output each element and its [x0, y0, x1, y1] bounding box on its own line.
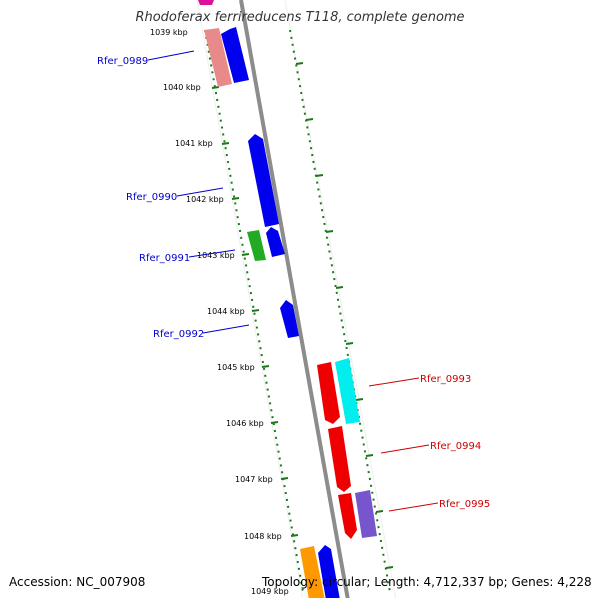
gene-feature-cyan[interactable] [335, 358, 360, 424]
gene-feature-blue-bottom[interactable] [318, 545, 340, 600]
kbp-label-1044: 1044 kbp [207, 307, 245, 316]
gene-feature-green-0991[interactable] [247, 230, 266, 261]
gene-feature-red-0993[interactable] [317, 362, 340, 424]
topology-text: Topology: circular; Length: 4,712,337 bp… [262, 575, 592, 589]
inner-ring-edge [196, 0, 304, 598]
kbp-label-1049: 1049 kbp [251, 587, 289, 596]
gene-feature-purple[interactable] [355, 490, 377, 538]
page-title: Rhodoferax ferrireducens T118, complete … [135, 10, 465, 25]
gene-label-rfer-0992[interactable]: Rfer_0992 [153, 329, 204, 340]
gene-feature-pink[interactable] [204, 28, 232, 87]
gene-feature-blue-0992[interactable] [280, 300, 299, 338]
kbp-label-1041: 1041 kbp [175, 139, 213, 148]
major-ticks [211, 62, 394, 569]
gene-label-rfer-0994[interactable]: Rfer_0994 [430, 441, 481, 452]
gene-feature-red-0994[interactable] [328, 426, 351, 492]
kbp-label-1043: 1043 kbp [197, 251, 235, 260]
gene-label-rfer-0995[interactable]: Rfer_0995 [439, 499, 490, 510]
pointer-rfer-0992 [202, 324, 250, 334]
kbp-label-1042: 1042 kbp [186, 195, 224, 204]
gene-feature-magenta[interactable] [198, 0, 214, 5]
outer-tick-track [289, 29, 391, 593]
pointer-rfer-0990 [176, 187, 224, 197]
gene-feature-red-0995[interactable] [338, 493, 357, 539]
gene-label-rfer-0990[interactable]: Rfer_0990 [126, 192, 177, 203]
kbp-label-1048: 1048 kbp [244, 532, 282, 541]
pointer-rfer-0993 [368, 377, 420, 387]
accession-text: Accession: NC_007908 [9, 575, 146, 589]
gene-label-rfer-0989[interactable]: Rfer_0989 [97, 56, 148, 67]
pointer-rfer-0994 [380, 444, 430, 454]
kbp-label-1039: 1039 kbp [150, 28, 188, 37]
gene-feature-blue-0990[interactable] [248, 134, 279, 227]
gene-feature-orange[interactable] [300, 546, 325, 600]
pointer-rfer-0991 [188, 249, 236, 258]
pointer-rfer-0989 [147, 50, 195, 61]
genome-backbone [239, 0, 350, 598]
gene-feature-blue-0989[interactable] [221, 27, 249, 83]
outer-ring-edge [284, 0, 397, 598]
kbp-label-1045: 1045 kbp [217, 363, 255, 372]
gene-label-rfer-0991[interactable]: Rfer_0991 [139, 253, 190, 264]
pointer-rfer-0995 [388, 502, 439, 512]
kbp-label-1047: 1047 kbp [235, 475, 273, 484]
kbp-label-1046: 1046 kbp [226, 419, 264, 428]
gene-label-rfer-0993[interactable]: Rfer_0993 [420, 374, 471, 385]
gene-feature-blue-small[interactable] [266, 227, 285, 257]
kbp-label-1040: 1040 kbp [163, 83, 201, 92]
